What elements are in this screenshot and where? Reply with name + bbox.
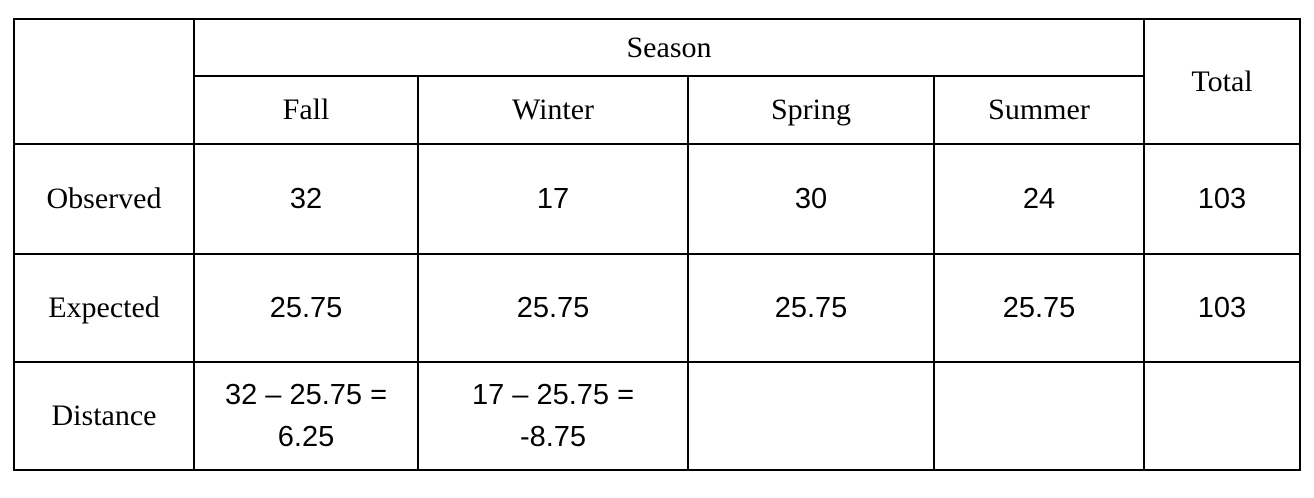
distance-winter-line2: -8.75 [519,421,587,453]
season-header-summer: Summer [933,75,1145,145]
distance-spring [687,361,935,471]
table-row-observed: Observed 32 17 30 24 103 [13,143,1301,255]
season-header-winter: Winter [417,75,689,145]
table-row-expected: Expected 25.75 25.75 25.75 25.75 103 [13,253,1301,363]
observed-spring: 30 [687,143,935,255]
expected-summer: 25.75 [933,253,1145,363]
expected-total: 103 [1143,253,1301,363]
header-row-group: Season Total [13,18,1301,145]
season-table: Season Total Fall Winter Spring Summer O… [13,18,1301,471]
table-row-distance: Distance 32 – 25.75 = 6.25 17 – 25.75 = … [13,361,1301,471]
distance-summer [933,361,1145,471]
expected-fall: 25.75 [193,253,419,363]
distance-fall-line2: 6.25 [277,421,335,453]
expected-winter: 25.75 [417,253,689,363]
corner-cell [13,18,195,145]
observed-total: 103 [1143,143,1301,255]
total-header: Total [1143,18,1301,145]
season-header-fall: Fall [193,75,419,145]
row-label-expected: Expected [13,253,195,363]
distance-total [1143,361,1301,471]
header-row-seasons: Fall Winter Spring Summer [14,75,1300,145]
season-header-spring: Spring [687,75,935,145]
distance-winter-line1: 17 – 25.75 = [471,379,635,411]
distance-fall: 32 – 25.75 = 6.25 [193,361,419,471]
observed-fall: 32 [193,143,419,255]
observed-summer: 24 [933,143,1145,255]
distance-fall-line1: 32 – 25.75 = [224,379,388,411]
distance-winter: 17 – 25.75 = -8.75 [417,361,689,471]
row-label-distance: Distance [13,361,195,471]
expected-spring: 25.75 [687,253,935,363]
observed-winter: 17 [417,143,689,255]
row-label-observed: Observed [13,143,195,255]
season-group-header: Season [193,18,1145,77]
